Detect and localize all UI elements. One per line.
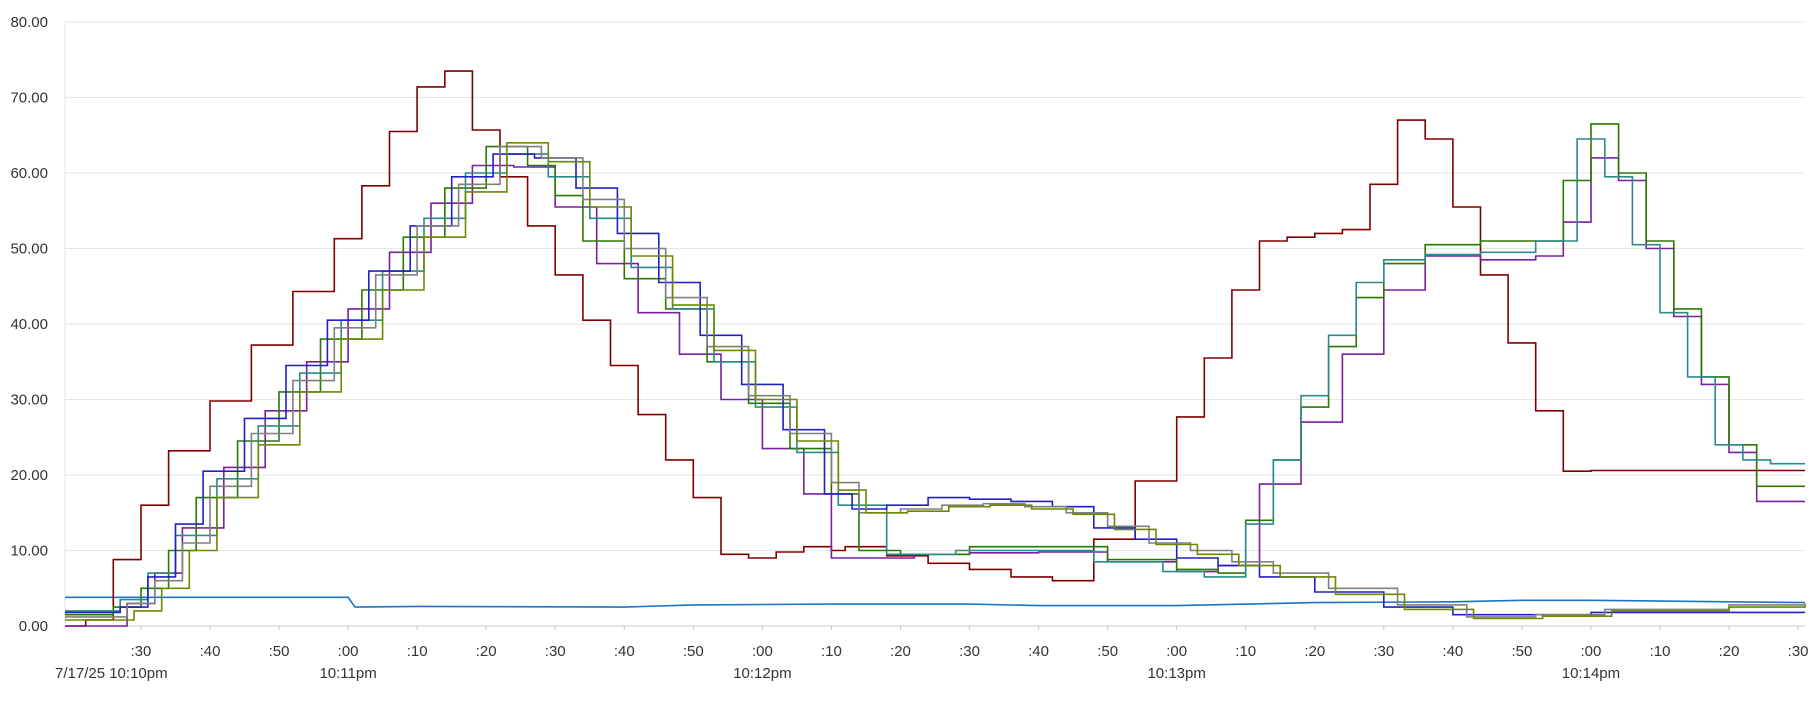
y-tick-label: 70.00 — [10, 90, 48, 107]
x-tick-label: :30 — [131, 643, 152, 660]
x-tick-label: :40 — [200, 643, 221, 660]
x-tick-label: :20 — [1719, 643, 1740, 660]
x-axis-date-labels: 7/17/25 10:10pm 10:11pm 10:12pm 10:13pm 10:1… — [55, 665, 1620, 682]
y-tick-label: 60.00 — [10, 165, 48, 182]
x-tick-label: :50 — [683, 643, 704, 660]
x-tick-label: :50 — [1097, 643, 1118, 660]
y-tick-label: 10.00 — [10, 543, 48, 560]
y-axis-tick-labels: 0.00 10.00 20.00 30.00 40.00 50.00 60.00 70.00 8… — [10, 14, 48, 635]
x-tick-label: :00 — [1166, 643, 1187, 660]
series-line-2 — [65, 70, 1805, 627]
x-date-label: 10:14pm — [1562, 665, 1620, 682]
y-tick-label: 40.00 — [10, 316, 48, 333]
x-tick-label: :40 — [1442, 643, 1463, 660]
axes — [64, 22, 1805, 630]
gridlines — [65, 21, 1805, 627]
x-tick-label: :20 — [476, 643, 497, 660]
x-tick-label: :40 — [1028, 643, 1049, 660]
series-line-7 — [65, 145, 1806, 618]
y-tick-label: 20.00 — [10, 467, 48, 484]
series-lines — [65, 70, 1806, 627]
x-axis-tick-labels: :30 :40 :50 :00 :10 :20 :30 :40 :50 :00 :10 :20 :30:… — [131, 643, 1809, 660]
x-tick-label: :00 — [338, 643, 359, 660]
y-tick-label: 30.00 — [10, 392, 48, 409]
x-tick-label: :30 — [545, 643, 566, 660]
x-date-label: 10:12pm — [733, 665, 791, 682]
y-tick-label: 80.00 — [10, 14, 48, 31]
x-tick-label: :20 — [1304, 643, 1325, 660]
x-tick-label: :40 — [614, 643, 635, 660]
x-tick-label: :20 — [890, 643, 911, 660]
x-tick-label: :00 — [752, 643, 773, 660]
x-tick-label: :30 — [1373, 643, 1394, 660]
x-tick-label: :10 — [1650, 643, 1671, 660]
x-date-label: 10:11pm — [319, 665, 376, 682]
y-tick-label: 0.00 — [19, 618, 48, 635]
series-line-5 — [65, 138, 1805, 612]
series-line-1 — [65, 596, 1806, 608]
x-tick-label: :00 — [1581, 643, 1602, 660]
x-tick-label: :50 — [269, 643, 290, 660]
series-line-4 — [65, 123, 1805, 616]
x-date-label: 7/17/25 10:10pm — [55, 665, 168, 682]
x-tick-label: :10 — [821, 643, 842, 660]
series-line-6 — [65, 153, 1805, 616]
x-tick-label: :10 — [1235, 643, 1256, 660]
series-line-8 — [65, 142, 1806, 621]
x-tick-label: :10 — [407, 643, 428, 660]
x-tick-label: :30 — [1788, 643, 1809, 660]
y-tick-label: 50.00 — [10, 241, 48, 258]
x-tick-label: :30 — [959, 643, 980, 660]
x-date-label: 10:13pm — [1147, 665, 1205, 682]
x-tick-label: :50 — [1511, 643, 1532, 660]
